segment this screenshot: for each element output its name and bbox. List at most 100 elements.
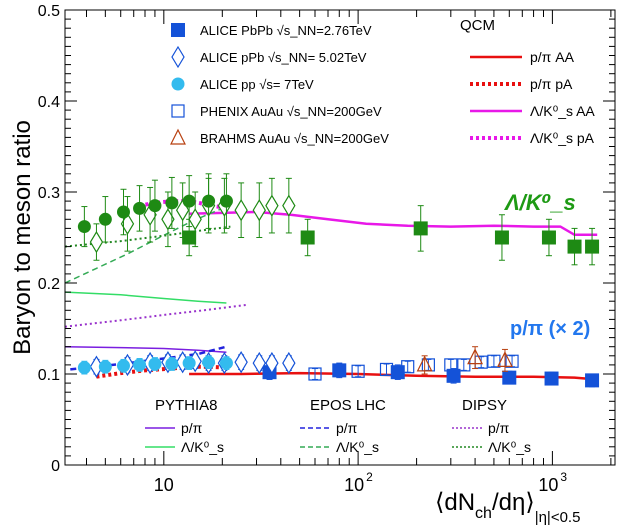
legend-model-label: p/π [181,420,203,436]
legend-models: PYTHIA8 p/π Λ/K⁰_s EPOS LHC p/π Λ/K⁰_s DIPSY p/… [145,397,531,455]
data-point-phenix-auau-ppi [351,364,365,378]
y-tick-label: 0.1 [38,367,60,384]
legend-label: ALICE pp √s= 7TeV [200,77,314,92]
legend-marker [171,23,185,37]
data-point-alice-ppb-lk0 [188,208,202,231]
data-point-alice-ppb-ppi [282,351,296,375]
data-point-alice-ppb-lk0 [252,199,266,222]
data-point-phenix-auau-ppi [457,358,471,372]
legend-model-label: p/π [336,420,358,436]
data-point-alice-pbpb-lk0 [182,230,197,245]
legend-qcm-label: p/π AA [530,49,575,65]
curve-pythia8-k-s [64,291,227,304]
data-point-alice-pbpb-lk0 [413,221,428,236]
data-point-alice-pbpb-lk0 [300,230,315,245]
x-tick-label: 10 [154,475,174,495]
data-point-phenix-auau-ppi [444,358,458,372]
x-axis-title: ⟨dNch/dη⟩|η|<0.5 [435,489,580,526]
data-point-brahms-auau-ppi [496,351,513,367]
data-point-alice-pp-ppi [165,357,179,371]
data-point-alice-pbpb-lk0 [585,239,600,254]
y-axis-title: Baryon to meson ratio [9,120,36,355]
legend-model-title: DIPSY [462,397,507,414]
data-point-alice-pbpb-ppi [585,373,600,388]
data-point-alice-pp-ppi [219,356,233,370]
data-point-alice-pp-ppi [116,359,130,373]
legend-qcm-title: QCM [460,17,495,34]
legend-data: ALICE PbPb √s_NN=2.76TeV ALICE pPb √s_NN=… [170,17,595,146]
legend-label: ALICE PbPb √s_NN=2.76TeV [200,23,372,38]
legend-model-label: p/π [488,420,510,436]
legend-model-label: Λ/K⁰_s [181,439,224,455]
data-point-alice-ppb-ppi [234,351,248,374]
data-point-alice-pp-lk0 [98,212,112,226]
annotation-lambda-k0: Λ/K⁰_s [504,190,576,215]
data-point-alice-ppb-lk0 [282,194,296,217]
data-point-alice-pp-ppi [182,356,196,370]
legend-qcm-label: p/π pA [530,76,573,92]
data-point-alice-ppb-lk0 [265,194,279,217]
plot-area [64,173,600,388]
legend-qcm-label: Λ/K⁰_s pA [530,130,595,146]
data-point-alice-pp-lk0 [77,220,91,234]
legend-label: ALICE pPb √s_NN= 5.02TeV [200,50,367,65]
curve-qcm-k-s-aa [189,210,598,237]
data-point-alice-pp-ppi [77,361,91,375]
data-point-alice-pbpb-ppi [446,368,461,383]
data-point-alice-pp-lk0 [165,196,179,210]
data-point-alice-pp-lk0 [219,194,233,208]
data-point-alice-pbpb-ppi [502,370,517,385]
legend-marker [170,128,186,145]
data-point-alice-pp-lk0 [133,201,147,215]
annotations: Λ/K⁰_s p/π (× 2) [504,190,590,340]
data-point-phenix-auau-ppi [505,354,519,368]
data-point-phenix-auau-ppi [379,362,394,377]
legend-model-label: Λ/K⁰_s [488,439,531,455]
legend-model-label: Λ/K⁰_s [336,439,379,455]
data-point-alice-ppb-lk0 [89,230,104,254]
curve-dipsy-p- [64,303,248,328]
data-point-alice-ppb-ppi [265,351,279,375]
legend-marker [171,77,185,91]
data-point-alice-pbpb-ppi [544,371,559,386]
data-point-phenix-auau-ppi [401,360,415,374]
data-point-brahms-auau-ppi [416,355,433,372]
data-point-alice-pbpb-ppi [332,363,347,378]
y-tick-label: 0.4 [38,94,60,111]
x-tick-label: 10 [344,475,364,495]
x-tick-label-exponent: 2 [366,470,373,484]
legend-marker [171,45,185,69]
data-point-alice-pbpb-lk0 [567,239,582,254]
legend-model-title: EPOS LHC [310,397,386,414]
data-point-alice-pp-lk0 [202,194,216,208]
data-point-alice-ppb-ppi [252,351,266,375]
legend-model-title: PYTHIA8 [155,397,218,414]
annotation-p-pi: p/π (× 2) [510,318,590,340]
data-point-alice-pp-lk0 [116,205,130,219]
legend-label: PHENIX AuAu √s_NN=200GeV [200,104,382,119]
data-point-alice-pbpb-lk0 [541,230,556,245]
y-tick-label: 0.5 [38,3,60,20]
data-point-alice-pp-lk0 [148,199,162,213]
data-point-alice-pp-ppi [148,357,162,371]
legend-qcm-label: Λ/K⁰_s AA [530,103,595,119]
data-point-alice-pbpb-lk0 [494,230,509,245]
data-point-alice-ppb-lk0 [234,199,248,222]
x-tick-label: 10 [538,475,558,495]
data-point-phenix-auau-ppi [308,367,322,381]
curve-qcm-p-aa [189,371,598,381]
curve-pythia8-p- [64,345,227,353]
data-point-alice-pp-lk0 [182,194,196,208]
curve-qcm-p-pa [96,364,227,379]
data-point-brahms-auau-ppi [467,348,484,365]
x-tick-label-exponent: 3 [560,470,567,484]
y-tick-label: 0.3 [38,185,60,202]
data-point-alice-pp-ppi [202,355,216,369]
legend-label: BRAHMS AuAu √s_NN=200GeV [200,131,389,146]
y-tick-label: 0.2 [38,276,60,293]
y-tick-label: 0 [51,458,60,475]
data-point-alice-pp-ppi [133,358,147,372]
data-point-alice-pp-ppi [98,360,112,374]
